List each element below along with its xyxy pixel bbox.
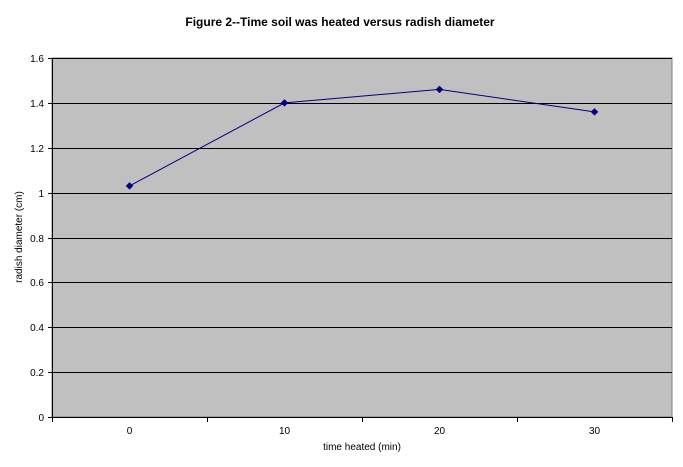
x-tick-label: 10 [279,426,291,437]
y-tick-label: 1.2 [30,144,44,155]
y-axis-label: radish diameter (cm) [14,191,25,283]
x-tick-label: 30 [589,426,601,437]
y-tick-label: 1.4 [30,99,44,110]
y-tick-label: 0 [38,413,44,424]
y-tick-label: 0.2 [30,368,44,379]
y-tick-label: 0.4 [30,323,44,334]
x-tick-label: 0 [127,426,133,437]
data-point [590,107,599,116]
plot-area [51,57,673,418]
x-axis-label: time heated (min) [323,442,401,453]
data-point [280,99,289,107]
y-tick-label: 0.8 [30,234,44,245]
grid-lines [52,58,672,373]
data-point [125,182,134,190]
x-tick-label: 20 [434,426,446,437]
series-layer [125,85,599,190]
y-tick-label: 0.6 [30,278,44,289]
chart-title: Figure 2--Time soil was heated versus ra… [185,15,495,29]
series-line [129,88,595,187]
y-tick-label: 1.6 [30,54,44,65]
axes: 0 0.2 0.4 0.6 0.8 1 1.2 1.4 1.6 0 10 20 30 [30,54,673,437]
data-point [435,85,444,94]
y-tick-label: 1 [38,189,44,200]
